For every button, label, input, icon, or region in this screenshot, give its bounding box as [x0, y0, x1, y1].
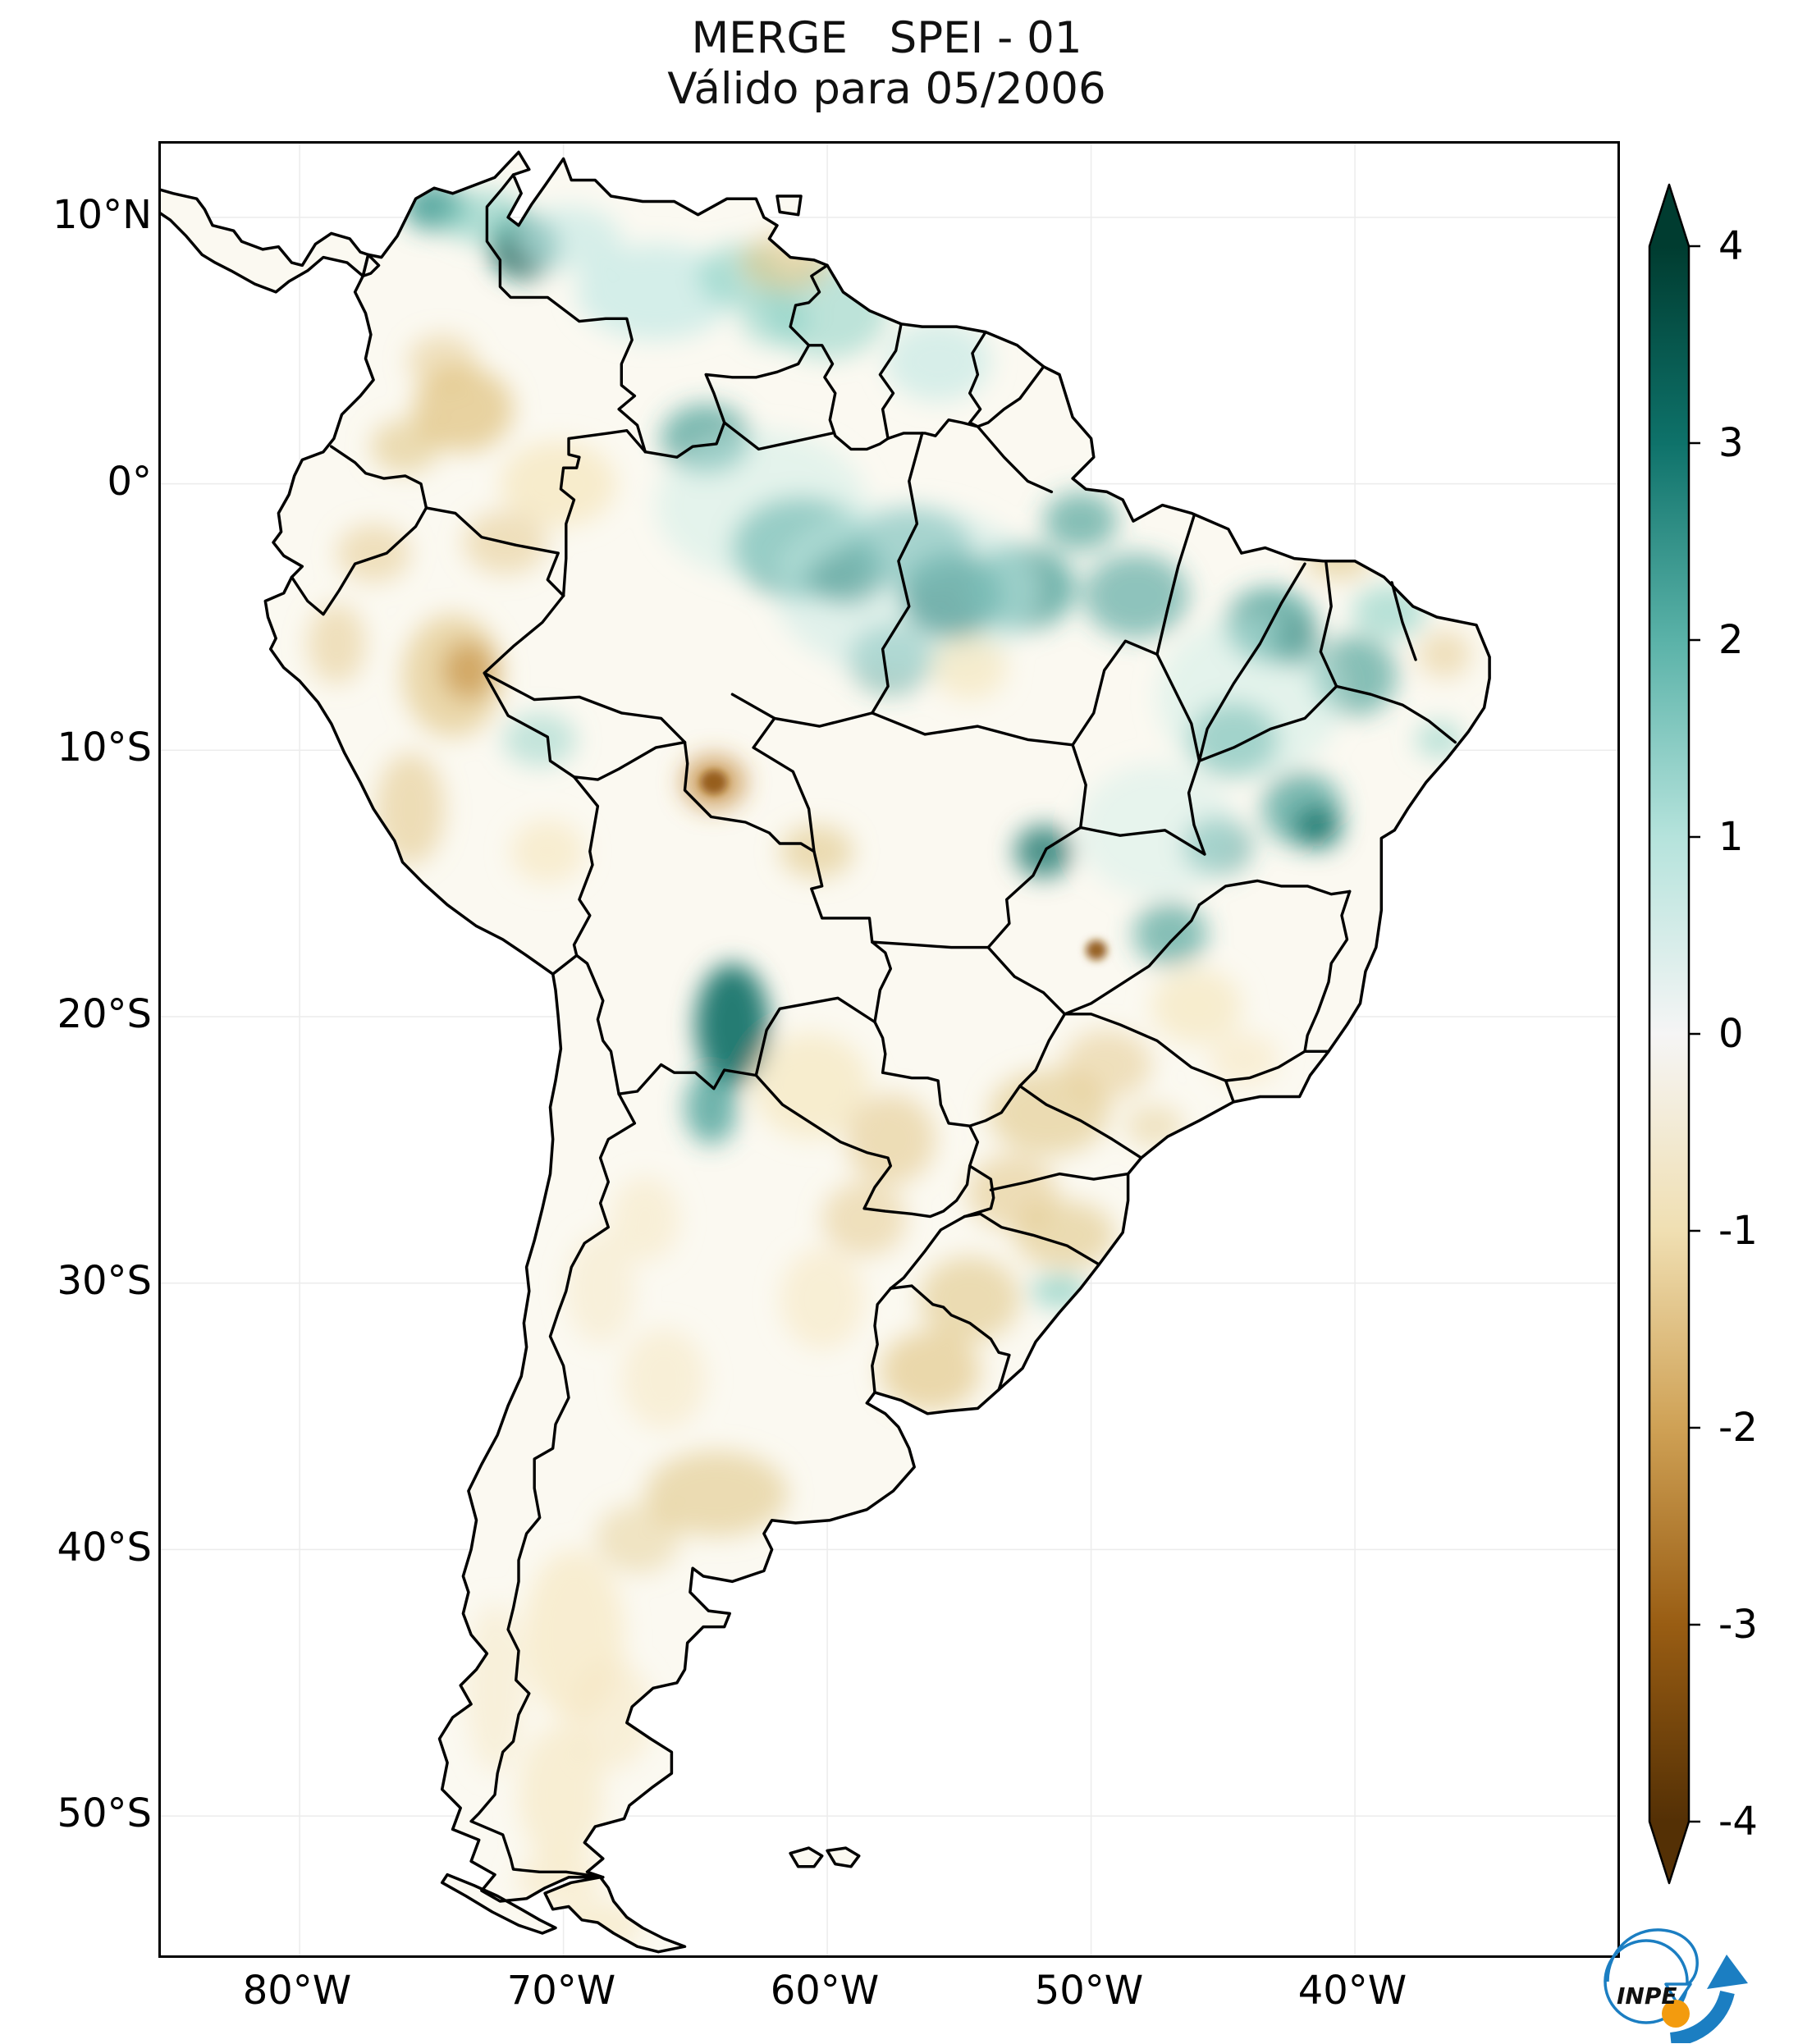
- cbar-tick-3: 3: [1718, 420, 1744, 466]
- cbar-tick-m1: -1: [1718, 1208, 1758, 1254]
- figure-title-line2: Válido para 05/2006: [667, 64, 1106, 114]
- lat-tick-10n: 10°N: [53, 192, 152, 238]
- inpe-logo: INPE: [1597, 1912, 1753, 2044]
- cbar-tick-2: 2: [1718, 617, 1744, 663]
- lon-tick-60w: 60°W: [770, 1968, 880, 2014]
- logo-swoosh-arrow-icon: [1669, 1990, 1735, 2044]
- cbar-tick-0: 0: [1718, 1011, 1744, 1057]
- lon-tick-70w: 70°W: [506, 1968, 616, 2014]
- lat-tick-10s: 10°S: [57, 725, 152, 771]
- coastline: [161, 150, 1491, 1954]
- colorbar: [1648, 183, 1700, 1885]
- lon-tick-40w: 40°W: [1297, 1968, 1407, 2014]
- map-panel: INPE: [158, 141, 1748, 2044]
- lon-tick-80w: 80°W: [242, 1968, 352, 2014]
- lat-tick-50s: 50°S: [57, 1790, 152, 1836]
- lat-tick-20s: 20°S: [57, 991, 152, 1037]
- south-america-spei-map: [161, 144, 1617, 1955]
- cbar-tick-4: 4: [1718, 223, 1744, 269]
- lat-tick-0: 0°: [107, 459, 152, 505]
- logo-circle-icon: [1604, 1939, 1689, 2024]
- country-state-borders: [290, 173, 1457, 1879]
- lon-tick-50w: 50°W: [1034, 1968, 1144, 2014]
- cbar-tick-m4: -4: [1718, 1799, 1758, 1845]
- logo-swirl-icon: [1606, 1928, 1699, 1991]
- logo-orange-dot-icon: [1662, 2000, 1690, 2028]
- logo-down-arrow-icon: [1664, 1982, 1692, 2005]
- cbar-tick-m2: -2: [1718, 1405, 1758, 1451]
- cbar-tick-1: 1: [1718, 814, 1744, 860]
- logo-swoosh-arrowhead-icon: [1707, 1955, 1748, 1989]
- cbar-tick-m3: -3: [1718, 1602, 1758, 1648]
- lat-tick-30s: 30°S: [57, 1258, 152, 1304]
- figure-title-line1: MERGE SPEI - 01: [691, 13, 1082, 63]
- logo-text: INPE: [1617, 1982, 1677, 2010]
- lat-tick-40s: 40°S: [57, 1525, 152, 1571]
- inpe-logo-icon: INPE: [1604, 1928, 1748, 2044]
- spei-field: [307, 182, 1471, 1950]
